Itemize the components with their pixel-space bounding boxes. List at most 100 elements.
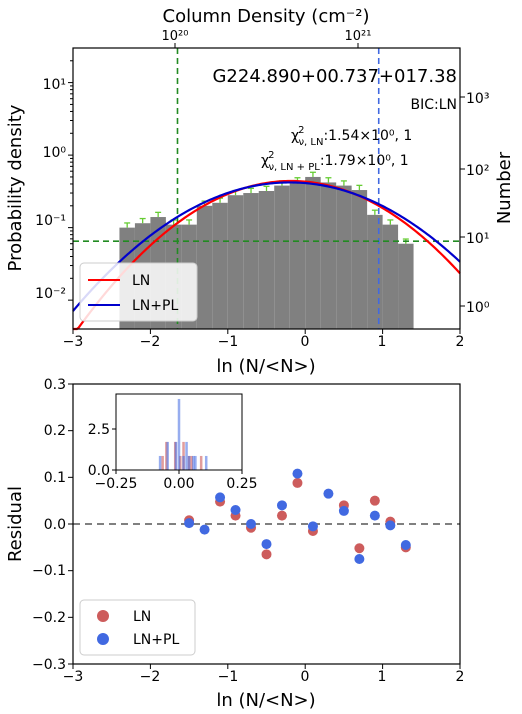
chi-lnpl-subscript: ν, LN + PL xyxy=(268,162,320,173)
x-axis-label: ln (N/<N>) xyxy=(216,356,315,377)
chi-symbol: χ xyxy=(291,128,299,144)
x-tick-label: −3 xyxy=(63,669,84,685)
bic-label: BIC:LN xyxy=(411,97,458,113)
residual-point-lnpl xyxy=(261,539,272,550)
top-legend: LN LN+PL xyxy=(79,262,198,322)
chi-square-ln-label: χ2 ν, LN:1.54×10⁰, 1 xyxy=(291,125,412,148)
histogram-bar xyxy=(243,193,259,329)
inset-bar-lnpl xyxy=(192,455,195,470)
inset-x-tick-label: 0.00 xyxy=(163,476,194,492)
histogram-bar xyxy=(227,195,244,329)
x-tick-label: −2 xyxy=(140,669,161,685)
residual-point-lnpl xyxy=(307,521,318,532)
histogram-bar xyxy=(367,214,383,329)
residual-point-lnpl xyxy=(230,505,241,515)
top-tick-label-1e21: 10²¹ xyxy=(345,29,372,44)
fit-curves xyxy=(72,179,461,331)
histogram-bar xyxy=(336,185,352,329)
residual-point-lnpl xyxy=(184,518,195,529)
residual-point-ln xyxy=(261,549,272,560)
inset-bar-ln xyxy=(161,455,164,470)
residual-point-lnpl xyxy=(246,519,257,529)
histogram-bar xyxy=(382,224,399,329)
histogram-bar xyxy=(289,182,306,329)
top-plot-frame xyxy=(72,47,461,330)
residual-point-ln xyxy=(292,477,303,488)
x-tick-label: −3 xyxy=(63,334,84,350)
inset-bar-lnpl xyxy=(187,455,191,470)
residual-point-lnpl xyxy=(199,524,210,535)
chi-square-lnpl-label: χ2 ν, LN + PL:1.79×10⁰, 1 xyxy=(261,150,409,173)
residual-point-lnpl xyxy=(400,540,411,550)
inset-bar-lnpl xyxy=(185,441,188,470)
histogram-bar xyxy=(305,176,321,329)
histogram-bar xyxy=(320,182,337,329)
residual-point-lnpl xyxy=(215,492,226,503)
top-panel: Column Density (cm⁻²) 10²⁰ 10²¹ −3 −2 −1… xyxy=(5,6,515,377)
inset-x-tick-label: −0.25 xyxy=(95,476,138,492)
residual-point-lnpl xyxy=(369,510,380,521)
inset-bar-lnpl xyxy=(204,455,208,470)
y-tick-label: −0.2 xyxy=(32,610,66,626)
inset-bar-ln xyxy=(190,455,193,470)
y-tick-label: 10¹ xyxy=(43,77,66,93)
legend-box xyxy=(79,262,198,322)
histogram-bar xyxy=(196,205,213,329)
chi-ln-value: :1.54×10⁰, 1 xyxy=(323,128,412,144)
inset-bar-lnpl xyxy=(194,455,197,470)
inset-bar-lnpl xyxy=(182,455,185,470)
residual-point-ln xyxy=(354,543,365,554)
inset-bar-ln xyxy=(199,455,203,470)
fit-curve-lnpl xyxy=(72,181,461,312)
top-axis-ticks xyxy=(68,43,465,334)
x-tick-label: 0 xyxy=(301,669,310,685)
y-tick-label: 0.1 xyxy=(44,470,66,486)
residual-point-lnpl xyxy=(292,468,303,479)
chi-lnpl-value: :1.79×10⁰, 1 xyxy=(320,153,409,169)
inset-bar-lnpl xyxy=(174,441,178,470)
inset-x-tick-label: 0.25 xyxy=(226,476,257,492)
legend-label-lnpl: LN+PL xyxy=(132,298,178,314)
histogram-bar xyxy=(398,243,414,329)
chi-symbol: χ xyxy=(261,153,269,169)
y-tick-label: 10⁰ xyxy=(43,145,67,161)
y-tick-label: −0.3 xyxy=(32,657,66,673)
legend-label-ln: LN xyxy=(133,609,151,625)
x-axis-label: ln (N/<N>) xyxy=(216,690,315,711)
x-tick-label: 2 xyxy=(456,334,465,350)
residual-point-ln xyxy=(369,495,380,506)
inset-bar-lnpl xyxy=(177,398,181,470)
y-right-tick-label: 10³ xyxy=(466,91,489,107)
legend-box xyxy=(79,599,196,656)
residual-point-lnpl xyxy=(323,488,334,499)
inset-y-tick-label: 0.0 xyxy=(88,463,110,479)
residual-point-lnpl xyxy=(338,505,349,516)
histogram-bar xyxy=(351,190,368,329)
y-right-tick-label: 10¹ xyxy=(466,231,489,247)
x-tick-label: 0 xyxy=(301,334,310,350)
histogram-bar xyxy=(274,185,290,329)
inset-bar-lnpl xyxy=(166,441,169,470)
residual-point-lnpl xyxy=(385,520,396,531)
bottom-panel: −3 −2 −1 0 1 2 ln (N/<N>) −0.3 −0.2 −0.1… xyxy=(5,377,464,711)
y-tick-label: 0.2 xyxy=(44,423,66,439)
inset-bars xyxy=(158,398,208,470)
top-tick-label-1e20: 10²⁰ xyxy=(162,29,189,44)
y-right-tick-label: 10² xyxy=(466,163,489,179)
y-right-tick-label: 10⁰ xyxy=(466,300,490,316)
y-tick-label: 10⁻¹ xyxy=(35,213,66,229)
residual-point-lnpl xyxy=(276,500,287,511)
legend-label-lnpl: LN+PL xyxy=(133,632,179,648)
y-axis-label: Residual xyxy=(5,486,26,562)
x-tick-label: −2 xyxy=(140,334,161,350)
x-tick-label: 1 xyxy=(378,669,387,685)
y-right-axis-label: Number xyxy=(494,151,515,224)
y-axis-label: Probability density xyxy=(5,104,26,271)
bottom-legend: LN LN+PL xyxy=(79,599,196,656)
legend-marker-ln xyxy=(97,610,109,622)
x-tick-label: −1 xyxy=(218,334,239,350)
y-tick-label: 0.3 xyxy=(44,377,66,393)
chart-title: G224.890+00.737+017.38 xyxy=(212,66,457,87)
histogram-bar xyxy=(258,190,275,329)
